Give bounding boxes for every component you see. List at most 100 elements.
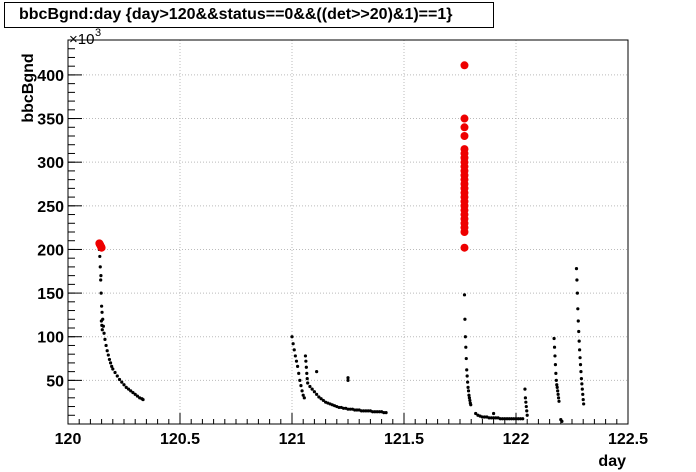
data-point-black [113,370,117,375]
data-point-black [99,278,103,282]
chart-title-box: bbcBgnd:day {day>120&&status==0&&((det>>… [4,2,494,28]
data-point-black [107,357,112,362]
data-point-black [290,335,294,339]
data-point-black [111,367,115,371]
data-point-black [525,413,529,417]
data-point-black [464,345,468,349]
data-point-black [315,392,319,396]
data-point-black [104,343,108,348]
data-point-black [581,397,585,402]
data-point-black [553,363,558,367]
data-point-black [509,417,514,421]
data-point-black [580,382,584,386]
y-exponent-power: 3 [95,27,101,39]
y-tick-label: 100 [37,330,64,347]
data-point-black [523,387,527,391]
data-point-black [337,405,341,410]
data-point-black [489,416,493,420]
data-point-black [575,278,579,282]
data-point-black [382,411,386,415]
data-point-black [305,377,309,381]
data-point-black [578,356,582,360]
data-point-black [98,254,102,259]
data-point-black [303,354,308,358]
data-point-black [467,396,472,400]
data-point-black [105,349,109,353]
x-tick-label: 120.5 [160,431,200,448]
data-point-black [469,403,473,407]
data-point-black [498,417,502,421]
data-point-black [102,331,106,335]
data-point-black [465,368,469,372]
data-point-black [552,336,556,341]
data-point-black [341,406,346,410]
data-point-black [553,354,557,358]
data-point-black [124,385,128,389]
data-point-black [108,361,113,365]
data-point-black [103,337,107,341]
data-point-black [503,417,507,421]
data-point-black [310,387,314,391]
data-point-black [465,374,469,378]
data-point-black [579,377,584,381]
data-point-black [581,392,585,396]
data-point-black [512,417,516,421]
y-axis-label: bbcBgnd [20,53,37,122]
data-point-black [487,416,491,420]
data-point-black [292,348,296,352]
data-point-red [97,243,106,252]
data-point-black [366,409,370,413]
data-point-black [133,392,137,396]
data-point-black [523,396,528,400]
x-axis-label: day [598,453,626,470]
data-point-black [99,274,103,278]
data-point-black [505,417,509,421]
data-point-black [576,307,580,311]
data-point-black [291,342,295,346]
data-point-black [555,383,559,387]
data-point-red [460,114,469,123]
data-point-black [141,397,145,402]
data-point-black [100,310,104,314]
data-point-black [304,359,308,363]
data-point-black [312,390,316,394]
x-tick-label: 120 [55,431,82,448]
data-point-black [315,370,319,374]
data-point-black [492,416,496,420]
data-point-black [299,384,303,388]
data-point-black [480,415,484,419]
data-point-black [364,409,368,413]
data-point-black [100,323,104,327]
data-point-black [492,411,496,416]
data-point-black [518,417,523,421]
data-point-black [574,267,579,271]
data-point-black [100,328,104,332]
data-point-black [375,410,379,414]
data-point-black [556,392,560,396]
data-point-black [554,371,558,375]
data-point-black [500,417,505,421]
data-point-black [321,398,325,403]
data-point-black [463,317,467,321]
data-point-black [494,416,498,420]
data-point-black [525,409,529,413]
data-point-black [99,291,103,295]
data-point-black [371,410,375,414]
data-point-black [115,374,119,378]
data-point-black [122,383,126,387]
data-point-black [463,335,467,339]
data-point-black [556,396,561,400]
data-point-black [373,410,377,414]
data-point-black [578,363,583,367]
data-point-black [362,409,366,413]
data-point-black [555,385,559,389]
data-point-black [126,387,131,391]
data-point-black [462,293,467,297]
data-point-red [460,243,469,252]
data-point-black [466,380,470,384]
y-tick-label: 400 [37,68,64,85]
data-point-black [580,387,584,391]
data-point-black [514,417,518,421]
data-point-black [577,329,581,334]
